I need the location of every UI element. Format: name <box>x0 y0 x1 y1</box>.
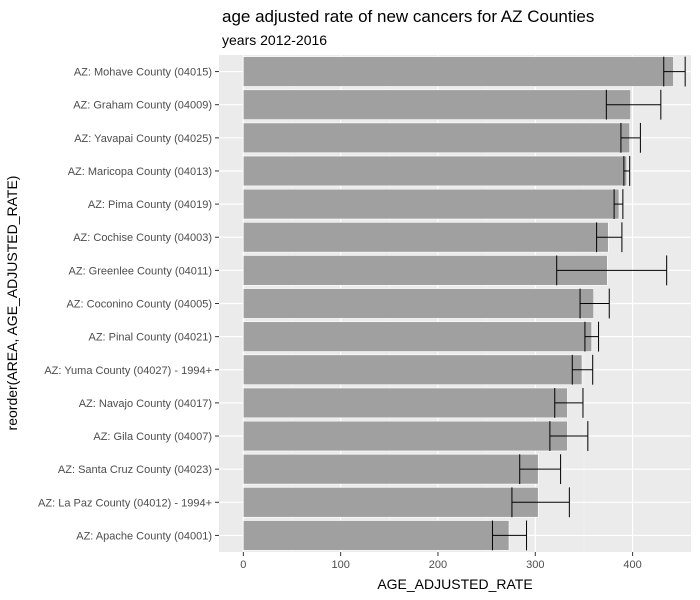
bar <box>243 155 628 187</box>
x-axis-ticks: 0 100 200 300 400 <box>240 552 642 571</box>
x-tick-label: 200 <box>429 559 447 571</box>
bar <box>243 255 608 286</box>
x-tick-label: 300 <box>526 559 544 571</box>
bar <box>243 122 630 154</box>
y-tick-label: AZ: Coconino County (04005) <box>66 299 212 311</box>
bar <box>243 89 631 120</box>
bar <box>243 288 594 319</box>
y-tick-label: AZ: Maricopa County (04013) <box>68 166 212 178</box>
y-axis-label: reorder(AREA, AGE_ADJUSTED_RATE) <box>4 176 20 431</box>
x-tick-label: 0 <box>240 559 246 571</box>
y-tick-label: AZ: Yuma County (04027) - 1994+ <box>44 365 212 377</box>
y-axis-ticks: AZ: Mohave County (04015) AZ: Graham Coun… <box>38 67 219 542</box>
error-bars <box>491 56 686 551</box>
y-tick-label: AZ: Gila County (04007) <box>93 431 212 443</box>
y-tick-label: AZ: Pinal County (04021) <box>88 332 212 344</box>
y-tick-label: AZ: Cochise County (04003) <box>73 232 212 244</box>
y-tick-label: AZ: Apache County (04001) <box>76 530 212 542</box>
bar <box>243 56 674 87</box>
bar <box>243 420 568 452</box>
y-tick-label: AZ: Mohave County (04015) <box>74 67 212 79</box>
y-tick-label: AZ: Santa Cruz County (04023) <box>58 464 212 476</box>
bar <box>243 321 593 352</box>
bar <box>243 453 539 485</box>
y-tick-label: AZ: Yavapai County (04025) <box>74 133 212 145</box>
y-tick-label: AZ: La Paz County (04012) - 1994+ <box>38 497 212 509</box>
y-tick-label: AZ: Navajo County (04017) <box>79 398 212 410</box>
bar <box>243 354 583 385</box>
bars <box>243 56 674 551</box>
bar <box>243 487 539 518</box>
y-tick-label: AZ: Pima County (04019) <box>88 199 212 211</box>
bar <box>243 520 510 551</box>
chart-subtitle: years 2012-2016 <box>222 32 327 48</box>
y-tick-label: AZ: Greenlee County (04011) <box>69 265 212 277</box>
chart-title: age adjusted rate of new cancers for AZ … <box>222 7 594 26</box>
y-tick-label: AZ: Graham County (04009) <box>73 100 212 112</box>
x-axis-label: AGE_ADJUSTED_RATE <box>377 576 532 592</box>
x-tick-label: 400 <box>623 559 641 571</box>
bar <box>243 222 609 253</box>
bar <box>243 188 620 220</box>
bar <box>243 387 568 419</box>
x-tick-label: 100 <box>331 559 349 571</box>
